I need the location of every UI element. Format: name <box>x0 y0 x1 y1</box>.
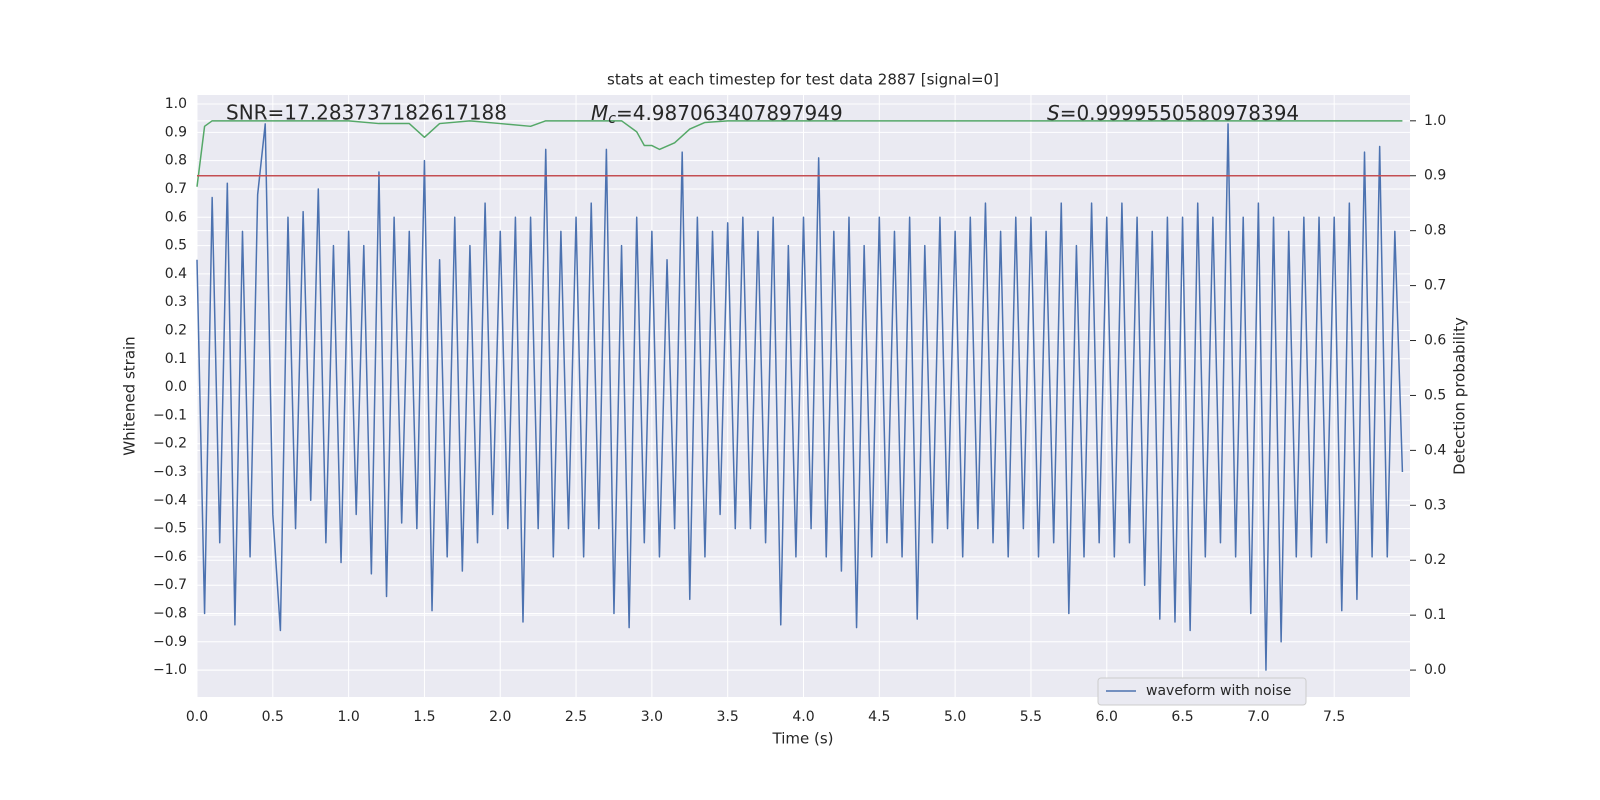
x-tick-label: 3.5 <box>717 709 739 725</box>
series-line <box>196 123 1404 671</box>
y2-tick-label: 0.2 <box>1424 552 1446 568</box>
y-tick-label: −0.2 <box>153 436 187 452</box>
y-tick-label: 0.7 <box>165 181 187 197</box>
x-tick-label: 4.0 <box>792 709 814 725</box>
y-axis-label: Whitened strain <box>121 336 139 455</box>
legend-box <box>1097 677 1307 706</box>
annotation-symbol: M <box>591 101 608 125</box>
annotation-symbol: S <box>1047 101 1060 125</box>
x-tick-label: 5.5 <box>1020 709 1042 725</box>
x-tick-label: 1.0 <box>337 709 359 725</box>
y2-axis-label: Detection probability <box>1451 317 1469 475</box>
annotation: S=0.9999550580978394 <box>1047 101 1299 125</box>
x-tick-label: 6.5 <box>1171 709 1193 725</box>
y-tick-label: 1.0 <box>165 96 187 112</box>
y-tick-label: −0.9 <box>153 634 187 650</box>
y2-tick-label: 0.6 <box>1424 333 1446 349</box>
y-tick-label: −0.4 <box>153 492 187 508</box>
y-tick-label: 0.5 <box>165 238 187 254</box>
y-tick-label: −0.1 <box>153 407 187 423</box>
x-axis-label: Time (s) <box>772 730 834 748</box>
annotation-text: =4.987063407897949 <box>616 101 843 125</box>
y-tick-label: 0.8 <box>165 153 187 169</box>
y2-tick-label: 0.7 <box>1424 278 1446 294</box>
x-tick-label: 0.0 <box>186 709 208 725</box>
y2-tick-label: 0.9 <box>1424 168 1446 184</box>
series-line <box>196 120 1403 187</box>
y-tick-label: 0.3 <box>165 294 187 310</box>
y-tick-label: −1.0 <box>153 662 187 678</box>
legend: waveform with noise <box>1097 677 1307 706</box>
x-tick-label: 1.5 <box>413 709 435 725</box>
y2-tick-label: 0.0 <box>1424 662 1446 678</box>
x-tick-label: 7.0 <box>1247 709 1269 725</box>
x-tick-label: 4.5 <box>868 709 890 725</box>
annotation-text: =0.9999550580978394 <box>1060 101 1299 125</box>
x-tick-label: 0.5 <box>262 709 284 725</box>
annotation: Mc=4.987063407897949 <box>591 101 843 128</box>
y2-tick-label: 0.3 <box>1424 497 1446 513</box>
y-tick-label: 0.2 <box>165 322 187 338</box>
x-tick-label: 3.0 <box>641 709 663 725</box>
y-tick-label: 0.0 <box>165 379 187 395</box>
x-tick-label: 6.0 <box>1096 709 1118 725</box>
y2-tick-label: 0.4 <box>1424 442 1446 458</box>
y-tick-label: −0.6 <box>153 549 187 565</box>
y2-tick-label: 0.5 <box>1424 387 1446 403</box>
annotation: SNR=17.283737182617188 <box>226 101 507 125</box>
y-tick-label: −0.8 <box>153 606 187 622</box>
x-tick-label: 2.0 <box>489 709 511 725</box>
x-tick-label: 2.5 <box>565 709 587 725</box>
y-tick-label: 0.1 <box>165 351 187 367</box>
y-tick-label: 0.4 <box>165 266 187 282</box>
chart-title: stats at each timestep for test data 288… <box>607 71 999 89</box>
y-tick-label: −0.3 <box>153 464 187 480</box>
y-tick-label: −0.5 <box>153 521 187 537</box>
annotation-subscript: c <box>608 111 616 127</box>
marks <box>196 120 1410 671</box>
y-tick-label: 0.6 <box>165 209 187 225</box>
y-tick-label: −0.7 <box>153 577 187 593</box>
y2-tick-label: 0.1 <box>1424 607 1446 623</box>
y2-tick-label: 1.0 <box>1424 113 1446 129</box>
x-tick-label: 7.5 <box>1323 709 1345 725</box>
y2-tick-label: 0.8 <box>1424 223 1446 239</box>
x-tick-label: 5.0 <box>944 709 966 725</box>
y-tick-label: 0.9 <box>165 124 187 140</box>
legend-label: waveform with noise <box>1146 683 1291 699</box>
